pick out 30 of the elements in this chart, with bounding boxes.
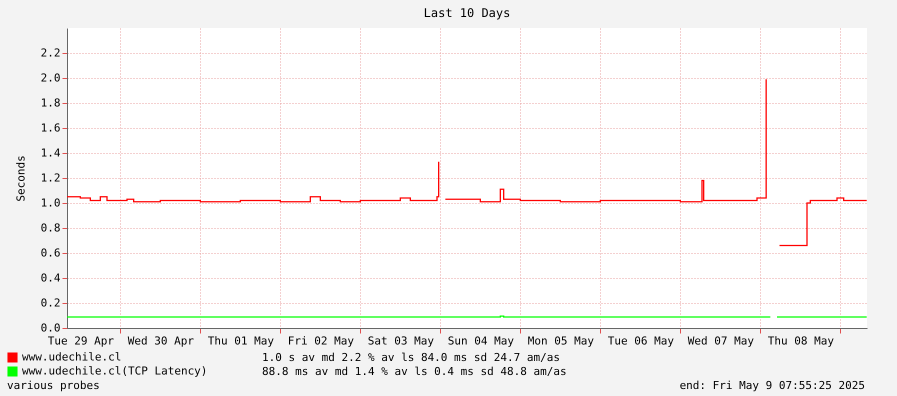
x-tick-label: Thu 08 May — [768, 334, 834, 348]
y-tick-label: 0.8 — [40, 222, 60, 234]
x-tick-label: Sat 03 May — [368, 334, 434, 348]
y-tick-label: 0.2 — [40, 296, 60, 310]
y-tick-label: 1.6 — [40, 122, 60, 134]
x-tick-label: Fri 02 May — [288, 334, 354, 348]
x-tick-label: Mon 05 May — [528, 334, 594, 348]
text: end: Fri May 9 07:55:25 2025 — [680, 379, 865, 392]
x-tick-label: Wed 07 May — [688, 334, 754, 348]
y-tick-label: 1.2 — [40, 172, 60, 184]
text: 88.8 ms av md 1.4 % av ls 0.4 ms sd 48.8 am/as — [262, 365, 567, 378]
x-tick-label: Tue 29 Apr — [48, 334, 114, 348]
y-tick-label: 0.4 — [40, 272, 61, 284]
chart-title: Last 10 Days — [424, 6, 510, 20]
y-tick-label: 2.0 — [40, 72, 60, 84]
y-tick-label: 1.4 — [40, 146, 61, 160]
text: 1.0 s av md 2.2 % av ls 84.0 ms sd 24.7 am/as — [262, 351, 560, 364]
x-tick-label: Wed 30 Apr — [128, 334, 194, 348]
y-tick-label: 1.8 — [40, 96, 60, 110]
x-tick-label: Tue 06 May — [608, 334, 674, 348]
y-tick-label: 2.2 — [40, 46, 60, 60]
legend-label: www.udechile.cl — [22, 350, 122, 364]
x-tick-label: Thu 01 May — [208, 334, 274, 348]
y-tick-label: 1.0 — [40, 196, 60, 210]
y-tick-label: 0.0 — [40, 322, 60, 334]
text: various probes — [7, 379, 100, 392]
legend-label: www.udechile.cl(TCP Latency) — [22, 364, 208, 378]
x-tick-label: Sun 04 May — [448, 334, 514, 348]
y-axis-title: Seconds — [14, 155, 28, 202]
y-tick-label: 0.6 — [40, 246, 60, 260]
